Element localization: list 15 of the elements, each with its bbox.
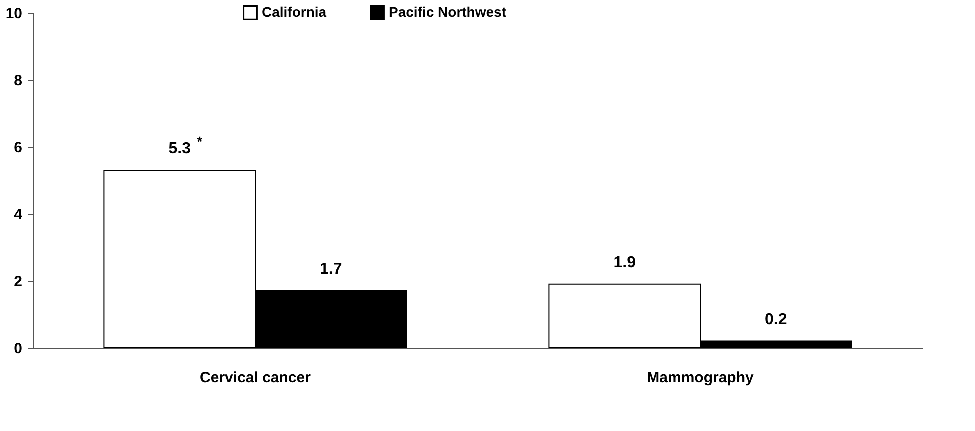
x-tick-label: Mammography: [647, 370, 754, 386]
data-label: 5.3: [168, 140, 192, 158]
y-tick-label: 10: [6, 6, 22, 22]
data-label: 1.7: [320, 261, 342, 278]
legend-label: Pacific Northwest: [389, 4, 507, 20]
x-tick-label: Cervical cancer: [200, 370, 312, 386]
data-label: 1.9: [614, 254, 636, 272]
y-tick-label: 2: [14, 274, 22, 290]
data-label: 0.2: [765, 311, 788, 328]
y-tick-label: 6: [14, 140, 22, 156]
legend-label: California: [262, 4, 327, 20]
y-tick-label: 0: [14, 340, 22, 358]
y-tick-label: 8: [14, 72, 22, 90]
y-tick-label: 4: [14, 206, 24, 224]
annotation: *: [197, 133, 204, 150]
